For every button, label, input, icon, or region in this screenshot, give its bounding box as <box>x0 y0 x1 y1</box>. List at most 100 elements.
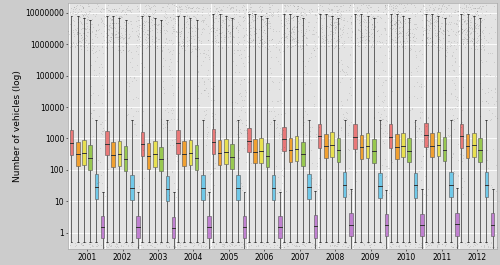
Point <box>159 24 167 28</box>
Point <box>122 28 130 33</box>
Point <box>320 12 328 16</box>
Point <box>359 35 367 39</box>
Point <box>226 29 234 34</box>
Point <box>282 9 290 14</box>
Point <box>413 129 421 133</box>
Point <box>449 152 457 156</box>
Point <box>214 40 222 44</box>
Point <box>387 188 395 192</box>
Point <box>242 131 250 135</box>
Point <box>206 6 214 10</box>
Point <box>324 33 332 37</box>
Point <box>168 128 176 132</box>
Point <box>494 131 500 135</box>
Point <box>195 6 203 11</box>
Point <box>164 245 172 249</box>
Point <box>446 21 454 26</box>
Point <box>262 10 270 15</box>
Point <box>251 9 259 13</box>
Point <box>169 108 177 112</box>
Point <box>324 41 332 45</box>
Point <box>84 4 92 8</box>
Point <box>406 108 414 112</box>
Point <box>232 243 239 247</box>
Point <box>218 7 226 12</box>
Point <box>368 22 376 26</box>
Point <box>418 84 426 89</box>
Point <box>244 13 252 17</box>
Point <box>314 183 322 187</box>
Point <box>211 160 219 165</box>
Point <box>244 54 252 58</box>
Point <box>168 93 176 98</box>
Point <box>312 182 320 186</box>
Point <box>410 125 418 130</box>
Point <box>128 114 136 118</box>
Point <box>336 33 344 37</box>
Point <box>337 13 345 17</box>
Point <box>270 243 278 247</box>
Point <box>218 31 226 35</box>
Point <box>258 44 266 48</box>
Point <box>112 241 120 246</box>
Point <box>118 34 126 39</box>
Point <box>372 59 380 63</box>
Point <box>236 48 244 52</box>
Point <box>394 9 402 13</box>
Point <box>353 17 361 21</box>
Point <box>328 23 336 27</box>
Point <box>217 7 225 11</box>
Point <box>278 78 286 82</box>
Point <box>224 35 232 39</box>
Point <box>424 41 432 45</box>
Point <box>450 21 458 25</box>
Point <box>289 29 297 34</box>
Point <box>478 43 486 47</box>
Point <box>378 83 386 87</box>
Point <box>370 33 378 37</box>
Point <box>176 42 184 46</box>
Point <box>396 30 404 34</box>
Point <box>208 114 216 118</box>
Point <box>372 29 380 33</box>
Point <box>274 39 282 43</box>
Point <box>476 4 484 8</box>
Point <box>443 46 451 50</box>
Point <box>338 128 345 132</box>
Point <box>127 50 135 54</box>
Point <box>422 12 430 16</box>
Point <box>270 244 278 249</box>
Point <box>408 31 416 36</box>
Point <box>178 41 186 45</box>
Point <box>473 47 481 51</box>
Point <box>76 19 84 23</box>
Point <box>336 26 344 30</box>
Point <box>365 34 373 38</box>
Point <box>416 245 424 249</box>
Point <box>98 120 106 125</box>
Point <box>247 243 255 247</box>
Point <box>229 59 237 63</box>
Point <box>70 9 78 13</box>
Point <box>120 32 128 36</box>
Point <box>270 11 278 15</box>
Point <box>184 5 192 9</box>
Point <box>342 241 350 245</box>
Point <box>303 36 311 40</box>
Point <box>460 20 468 24</box>
Point <box>88 22 96 26</box>
Point <box>226 31 234 36</box>
Point <box>284 43 292 48</box>
Point <box>410 32 418 36</box>
Point <box>468 3 476 7</box>
Point <box>154 37 162 41</box>
Point <box>186 6 194 10</box>
Point <box>460 19 468 23</box>
Point <box>337 3 345 8</box>
Point <box>314 11 322 15</box>
Point <box>194 26 202 31</box>
Point <box>381 123 389 127</box>
Point <box>480 36 488 40</box>
Point <box>455 19 463 23</box>
Point <box>428 21 436 25</box>
